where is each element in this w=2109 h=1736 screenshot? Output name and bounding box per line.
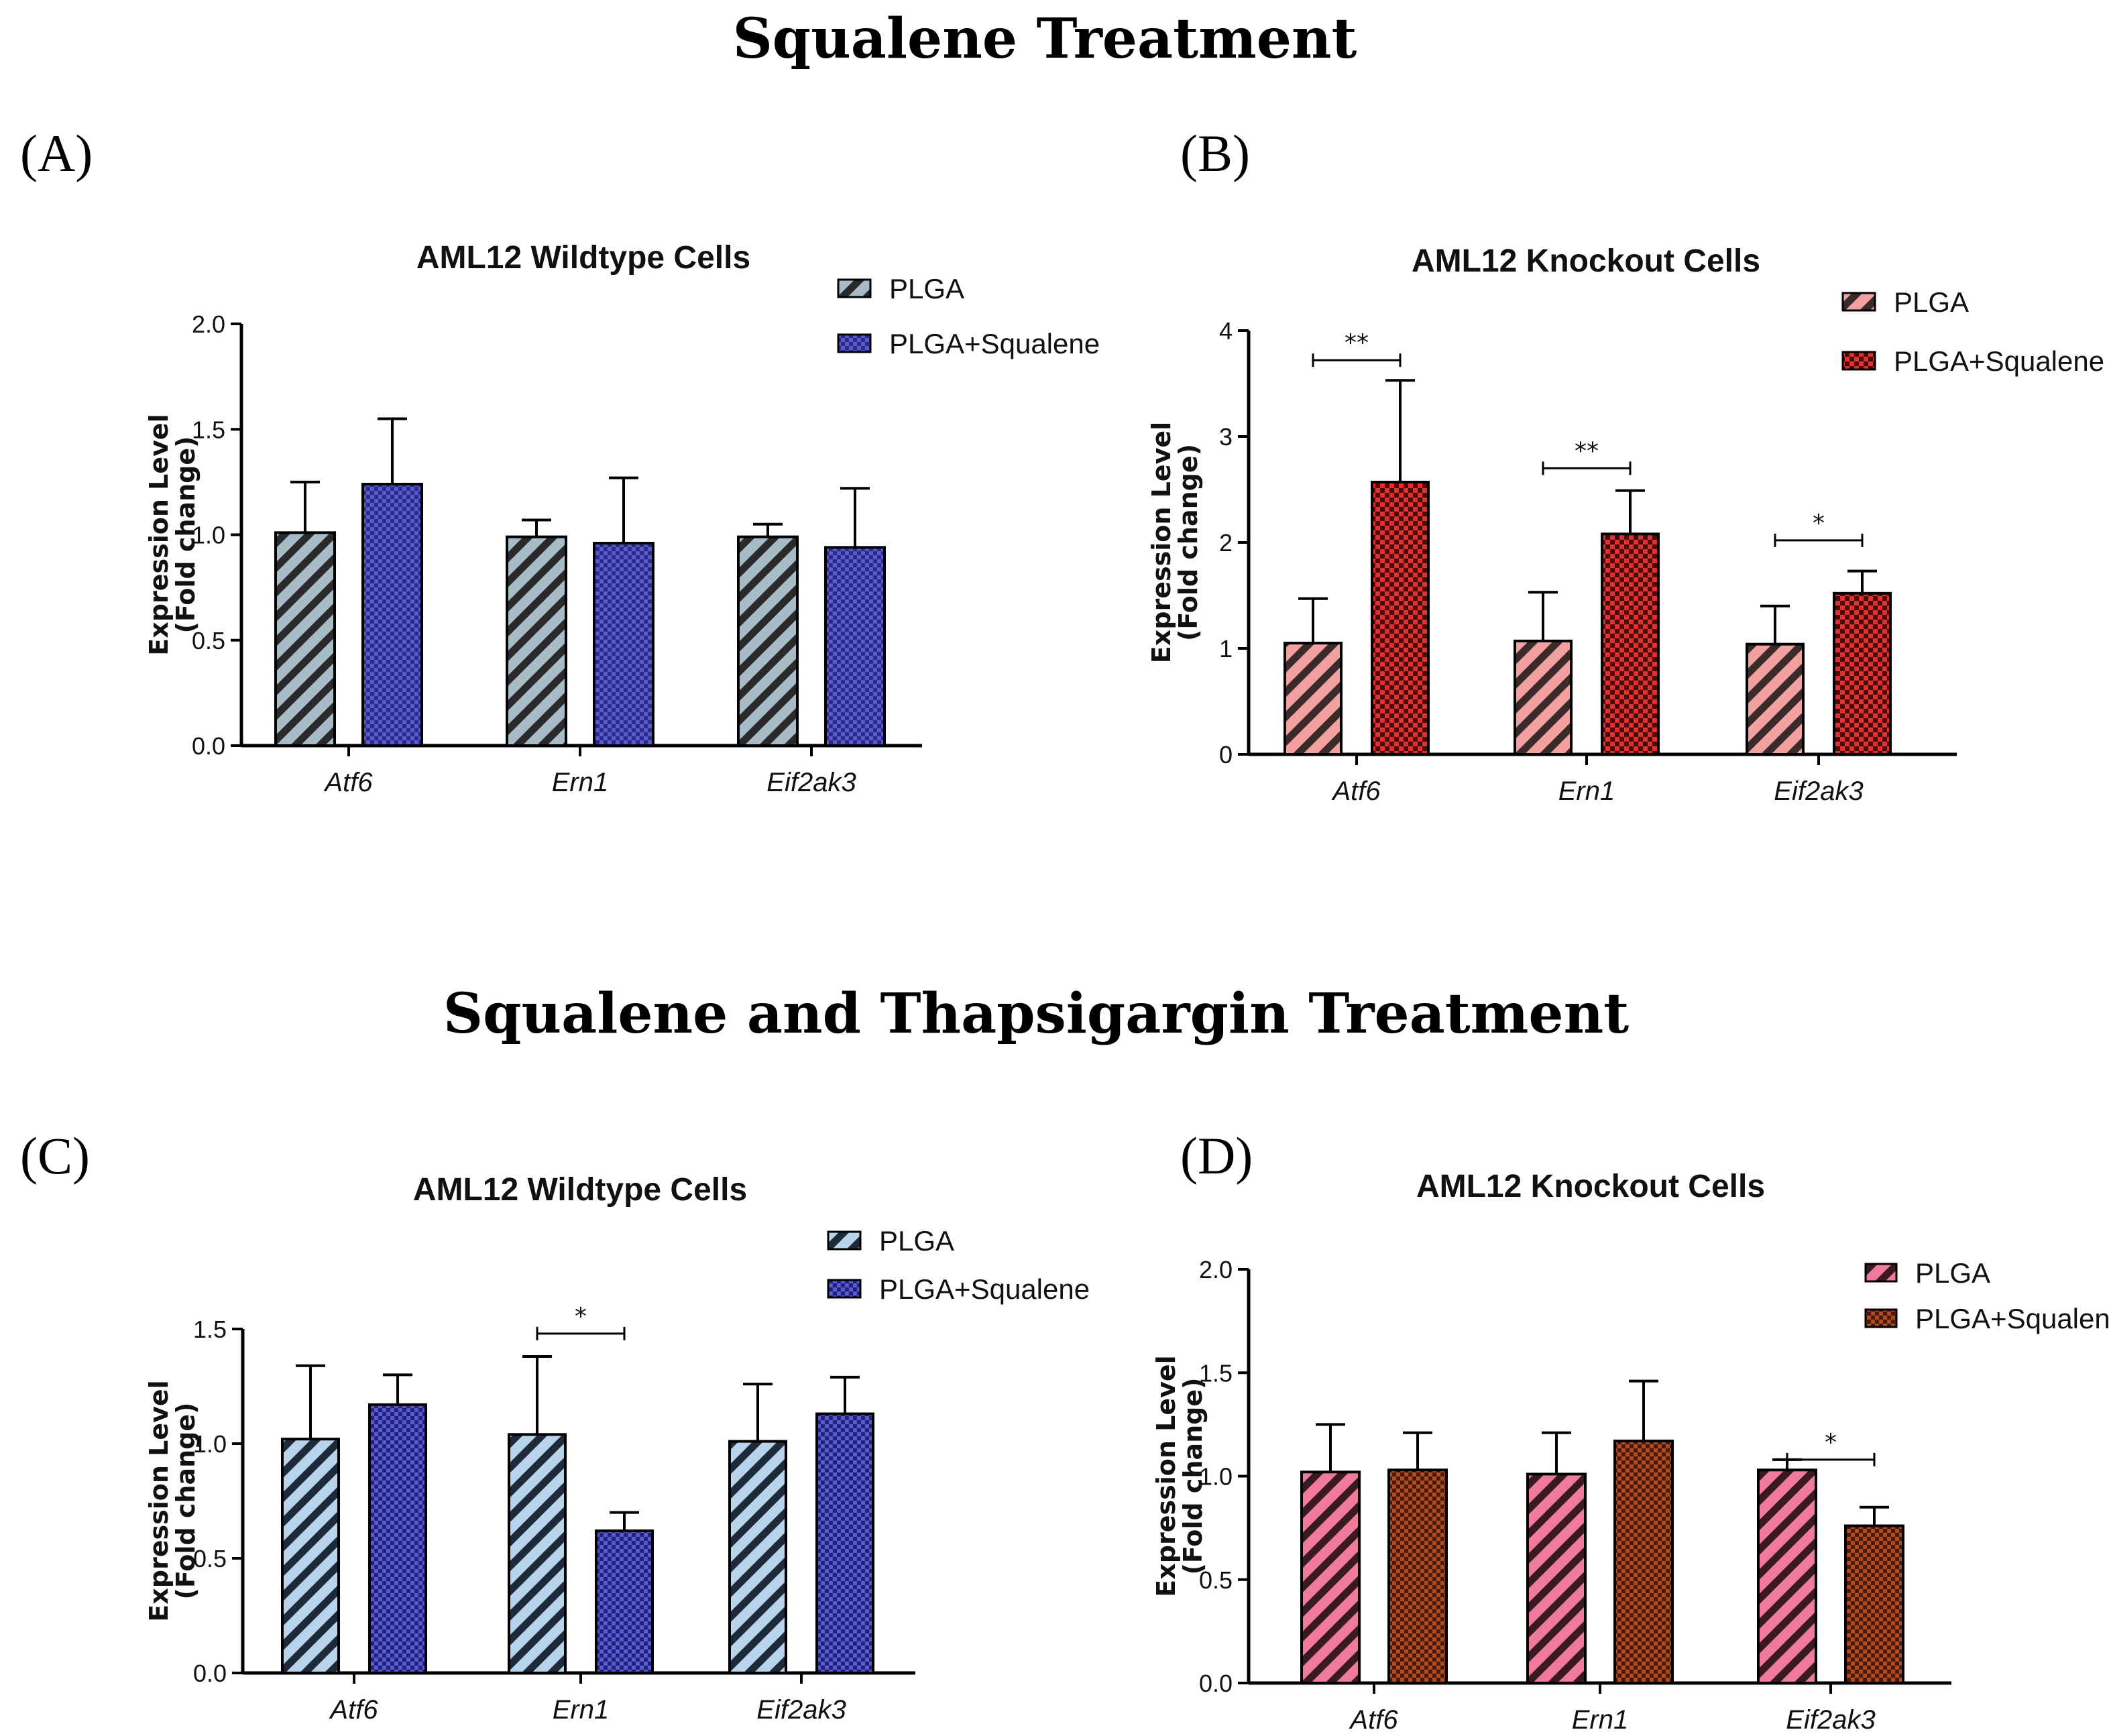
y-tick-label: 1.5 [193,1316,227,1343]
x-tick-label: Eif2ak3 [756,1695,846,1725]
bar-plga-squalene [824,546,886,747]
panel-label: (C) [20,1126,90,1185]
legend-swatch-plga-squalene [827,1279,862,1299]
bar-plga [1284,642,1343,756]
bar-plga-squalene [1601,532,1660,756]
significance-label: ** [1345,329,1369,357]
bar-plga-squalene [1613,1440,1674,1684]
y-tick-label: 0 [1219,741,1233,768]
bar-plga [1300,1470,1361,1685]
y-tick-label: 1 [1219,635,1233,662]
bar-plga [737,535,799,748]
legend-label: PLGA+Squalene [1894,345,2104,377]
bar-plga-squalene [361,483,423,748]
bar-plga-squalene [1371,480,1430,756]
legend-label: PLGA+Squalene [879,1273,1090,1305]
y-tick-label: 2.0 [192,310,225,338]
y-tick-label: 1.0 [193,1430,227,1458]
bar-plga [508,1433,567,1675]
y-axis-label-unit: (Fold change) [1174,444,1203,641]
significance-label: * [575,1303,587,1330]
x-tick-label: Eif2ak3 [1786,1705,1875,1735]
y-tick-label: 0.5 [1199,1566,1233,1594]
bar-plga [728,1440,787,1675]
x-tick-label: Ern1 [1572,1705,1629,1735]
bar-plga-squalene [815,1412,874,1675]
y-tick-label: 1.0 [192,522,225,549]
panel-a: (A) AML12 Wildtype Cells Expression Level(… [20,124,1100,797]
bar-plga [281,1438,340,1674]
chart-title: AML12 Knockout Cells [1416,1169,1765,1204]
x-tick-label: Eif2ak3 [766,768,856,797]
legend-swatch-plga [837,278,872,298]
bar-plga [274,531,336,747]
x-tick-label: Ern1 [1558,776,1615,806]
y-axis-label: Expression Level [144,414,174,655]
x-tick-label: Atf6 [323,768,373,797]
panel-label: (A) [20,124,93,182]
bar-plga [1514,639,1573,756]
bar-plga-squalene [593,542,654,748]
legend-label: PLGA+Squalene [1915,1303,2109,1334]
bar-plga-squalene [368,1403,427,1675]
legend-swatch-plga [1841,292,1876,312]
y-tick-label: 1.5 [1199,1359,1233,1387]
x-tick-label: Atf6 [329,1695,378,1725]
legend-swatch-plga-squalene [1841,351,1876,371]
x-tick-label: Ern1 [553,1695,610,1725]
legend-label: PLGA [879,1225,954,1257]
y-tick-label: 1.0 [1199,1463,1233,1491]
bar-plga-squalene [1387,1468,1448,1685]
significance-label: * [1813,510,1825,537]
section-title-top: Squalene Treatment [733,7,1357,71]
bar-plga [1526,1472,1587,1685]
x-tick-label: Atf6 [1331,776,1381,806]
legend-swatch-plga-squalene [837,333,872,353]
y-tick-label: 3 [1219,423,1233,451]
legend-swatch-plga [1864,1263,1898,1283]
bar-plga [506,535,567,748]
legend-label: PLGA [889,273,964,304]
y-axis-label-unit: (Fold change) [1178,1378,1208,1575]
y-tick-label: 0.0 [192,732,225,760]
y-axis-label: Expression Level [144,1380,174,1621]
y-tick-label: 4 [1219,317,1233,345]
y-axis-label: Expression Level [1151,1355,1181,1597]
legend-label: PLGA [1915,1257,1990,1289]
x-tick-label: Ern1 [552,768,609,797]
panel-label: (B) [1180,124,1250,182]
bar-plga-squalene [595,1529,654,1674]
panel-d: (D) AML12 Knockout Cells Expression Level(… [1151,1126,2109,1735]
significance-label: ** [1575,437,1599,465]
section-title-bottom: Squalene and Thapsigargin Treatment [443,982,1629,1046]
chart-title: AML12 Knockout Cells [1412,243,1760,279]
bar-plga [1757,1468,1817,1685]
y-axis-label-unit: (Fold change) [171,1403,201,1600]
bar-plga-squalene [1833,591,1892,756]
legend-swatch-plga-squalene [1864,1308,1898,1328]
y-tick-label: 0.0 [1199,1670,1233,1697]
legend-label: PLGA+Squalene [889,328,1100,359]
x-tick-label: Eif2ak3 [1774,776,1863,806]
panel-c: (C) AML12 Wildtype Cells Expression Level(… [20,1126,1090,1725]
y-axis-label: Expression Level [1147,422,1176,663]
y-axis-label-unit: (Fold change) [171,437,201,634]
panel-label: (D) [1180,1126,1253,1185]
y-tick-label: 2.0 [1199,1256,1233,1283]
legend-swatch-plga [827,1230,862,1251]
bar-plga [1746,642,1805,756]
x-tick-label: Atf6 [1349,1705,1398,1735]
chart-title: AML12 Wildtype Cells [416,240,750,276]
significance-label: * [1825,1429,1837,1456]
chart-title: AML12 Wildtype Cells [413,1172,747,1208]
y-tick-label: 0.5 [192,627,225,654]
y-tick-label: 0.5 [193,1545,227,1572]
y-tick-label: 1.5 [192,416,225,443]
y-tick-label: 2 [1219,529,1233,557]
bar-plga-squalene [1844,1524,1904,1685]
legend-label: PLGA [1894,286,1969,318]
y-tick-label: 0.0 [193,1660,227,1687]
panel-b: (B) AML12 Knockout Cells Expression Level(… [1147,124,2104,806]
